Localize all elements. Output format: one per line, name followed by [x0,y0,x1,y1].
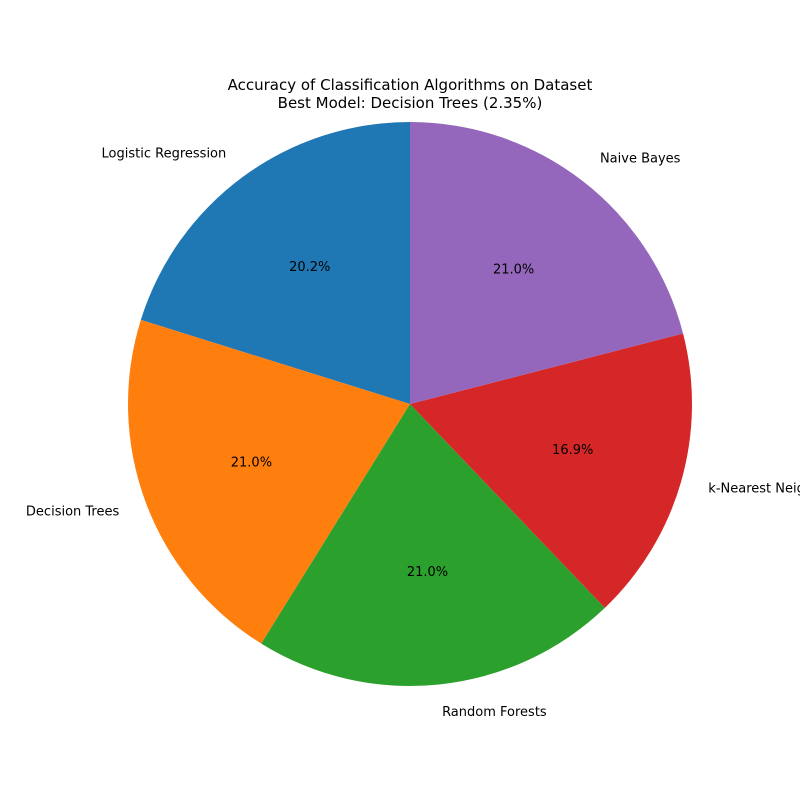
pie-name-labels: Logistic Regression Decision Trees Random … [26,147,800,720]
slice-label-logistic-regression: Logistic Regression [102,147,227,162]
pie-slice-naive-bayes [410,122,684,404]
percent-label-decision-trees: 21.0% [231,456,272,471]
percent-label-logistic-regression: 20.2% [289,260,330,275]
pie-slice-logistic-regression [140,122,410,404]
pie-slice-random-forests [261,404,605,686]
percent-label-naive-bayes: 21.0% [493,263,534,278]
percent-label-k-nearest-neighbors: 16.9% [552,443,593,458]
chart-title: Accuracy of Classification Algorithms on… [228,76,593,94]
slice-label-k-nearest-neighbors: k-Nearest Neighbors [708,482,800,497]
slice-label-decision-trees: Decision Trees [26,505,120,520]
pie-slices [127,122,692,686]
slice-label-random-forests: Random Forests [442,705,547,720]
pie-percent-labels: 20.2% 21.0% 21.0% 16.9% 21.0% [231,260,594,580]
pie-slice-k-nearest-neighbors [410,333,692,608]
pie-slice-decision-trees [127,319,410,644]
slice-label-naive-bayes: Naive Bayes [600,151,681,166]
percent-label-random-forests: 21.0% [407,565,448,580]
chart-subtitle: Best Model: Decision Trees (2.35%) [278,94,543,112]
